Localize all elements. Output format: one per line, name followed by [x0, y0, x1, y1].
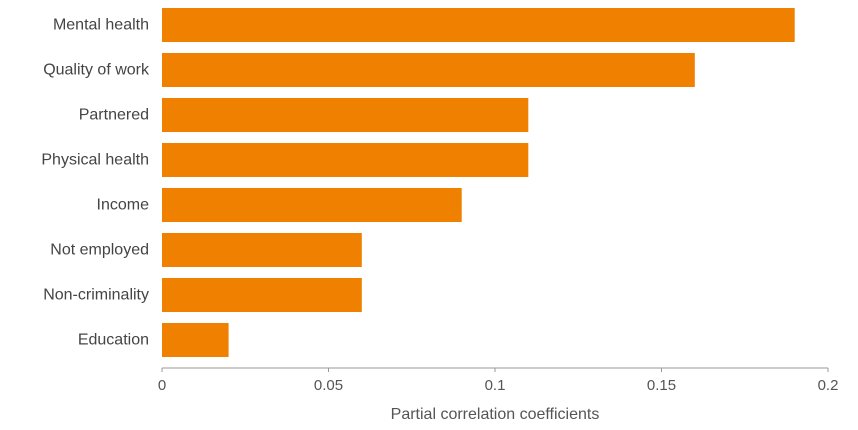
category-label: Quality of work	[43, 62, 150, 79]
x-tick-label: 0	[158, 377, 166, 394]
bar-partnered	[162, 98, 529, 132]
bar-quality-of-work	[162, 53, 695, 87]
bar-non-criminality	[162, 278, 362, 312]
bar-mental-health	[162, 8, 795, 42]
category-label: Not employed	[50, 242, 149, 259]
category-label: Non-criminality	[43, 287, 149, 304]
category-label: Education	[78, 332, 149, 349]
bar-income	[162, 188, 462, 222]
category-label: Physical health	[41, 152, 149, 169]
category-labels-group: Mental health Quality of work Partnered Phy…	[41, 17, 150, 349]
x-axis-title: Partial correlation coefficients	[391, 406, 600, 423]
x-tick-label: 0.1	[485, 377, 506, 394]
x-tick-label: 0.05	[314, 377, 343, 394]
bar-not-employed	[162, 233, 362, 267]
x-tick-label: 0.15	[647, 377, 676, 394]
category-label: Income	[97, 197, 150, 214]
x-tick-label: 0.2	[818, 377, 839, 394]
bar-education	[162, 323, 229, 357]
bar-physical-health	[162, 143, 529, 177]
x-ticks-group: 0 0.05 0.1 0.15 0.2	[158, 368, 839, 394]
bars-group	[162, 8, 795, 357]
category-label: Mental health	[53, 17, 149, 34]
category-label: Partnered	[79, 107, 149, 124]
